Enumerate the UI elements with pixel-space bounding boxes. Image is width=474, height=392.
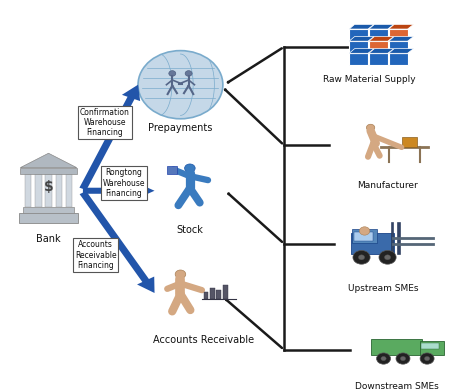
FancyBboxPatch shape [66, 174, 73, 207]
FancyBboxPatch shape [349, 29, 368, 40]
FancyBboxPatch shape [203, 292, 209, 299]
FancyBboxPatch shape [210, 288, 215, 299]
FancyBboxPatch shape [18, 214, 78, 223]
Circle shape [396, 353, 410, 364]
Circle shape [358, 255, 365, 260]
Polygon shape [20, 153, 77, 168]
Text: Downstream SMEs: Downstream SMEs [356, 382, 439, 391]
Circle shape [184, 164, 195, 172]
FancyBboxPatch shape [389, 53, 408, 65]
Text: Accounts
Receivable
Financing: Accounts Receivable Financing [75, 240, 117, 270]
FancyBboxPatch shape [389, 41, 408, 53]
Circle shape [401, 356, 406, 361]
FancyBboxPatch shape [371, 339, 422, 355]
Circle shape [376, 353, 391, 364]
FancyBboxPatch shape [25, 174, 31, 207]
Circle shape [169, 71, 176, 76]
Circle shape [185, 71, 192, 76]
FancyBboxPatch shape [217, 290, 221, 299]
Text: Raw Material Supply: Raw Material Supply [323, 75, 415, 84]
Circle shape [384, 255, 391, 260]
Text: Bank: Bank [36, 234, 61, 244]
FancyBboxPatch shape [369, 53, 388, 65]
Text: Accounts Receivable: Accounts Receivable [154, 335, 255, 345]
Polygon shape [389, 36, 413, 41]
FancyBboxPatch shape [20, 168, 77, 174]
Circle shape [359, 227, 370, 235]
Text: Prepayments: Prepayments [148, 123, 213, 132]
Circle shape [381, 356, 386, 361]
FancyBboxPatch shape [355, 232, 373, 241]
Circle shape [420, 353, 434, 364]
Polygon shape [80, 85, 140, 190]
FancyBboxPatch shape [389, 29, 408, 40]
Text: Rongtong
Warehouse
Financing: Rongtong Warehouse Financing [103, 168, 145, 198]
Polygon shape [83, 183, 155, 199]
FancyBboxPatch shape [55, 174, 62, 207]
Polygon shape [349, 49, 374, 53]
Polygon shape [369, 49, 394, 53]
Text: Manufacturer: Manufacturer [357, 181, 418, 190]
Text: Stock: Stock [176, 225, 203, 235]
Polygon shape [349, 36, 374, 41]
Polygon shape [80, 191, 155, 293]
FancyBboxPatch shape [45, 174, 52, 207]
Polygon shape [389, 49, 413, 53]
Text: Confirmation
Warehouse
Financing: Confirmation Warehouse Financing [80, 108, 130, 138]
FancyBboxPatch shape [349, 53, 368, 65]
FancyBboxPatch shape [349, 41, 368, 53]
FancyBboxPatch shape [351, 233, 394, 254]
Polygon shape [389, 24, 413, 29]
Circle shape [379, 250, 396, 264]
FancyBboxPatch shape [401, 137, 417, 147]
FancyBboxPatch shape [369, 41, 388, 53]
FancyBboxPatch shape [23, 207, 74, 214]
Polygon shape [349, 24, 374, 29]
FancyBboxPatch shape [35, 174, 42, 207]
Text: $: $ [44, 180, 54, 194]
Circle shape [353, 250, 370, 264]
FancyBboxPatch shape [391, 221, 393, 254]
FancyBboxPatch shape [397, 221, 400, 254]
Text: Upstream SMEs: Upstream SMEs [348, 283, 419, 292]
Circle shape [138, 51, 223, 119]
Circle shape [366, 124, 375, 131]
FancyBboxPatch shape [420, 341, 445, 355]
FancyBboxPatch shape [223, 285, 228, 299]
Polygon shape [369, 36, 394, 41]
Circle shape [425, 356, 430, 361]
Polygon shape [369, 24, 394, 29]
FancyBboxPatch shape [421, 343, 439, 349]
FancyBboxPatch shape [352, 229, 377, 243]
Circle shape [175, 270, 186, 278]
FancyBboxPatch shape [167, 165, 177, 174]
FancyBboxPatch shape [369, 29, 388, 40]
